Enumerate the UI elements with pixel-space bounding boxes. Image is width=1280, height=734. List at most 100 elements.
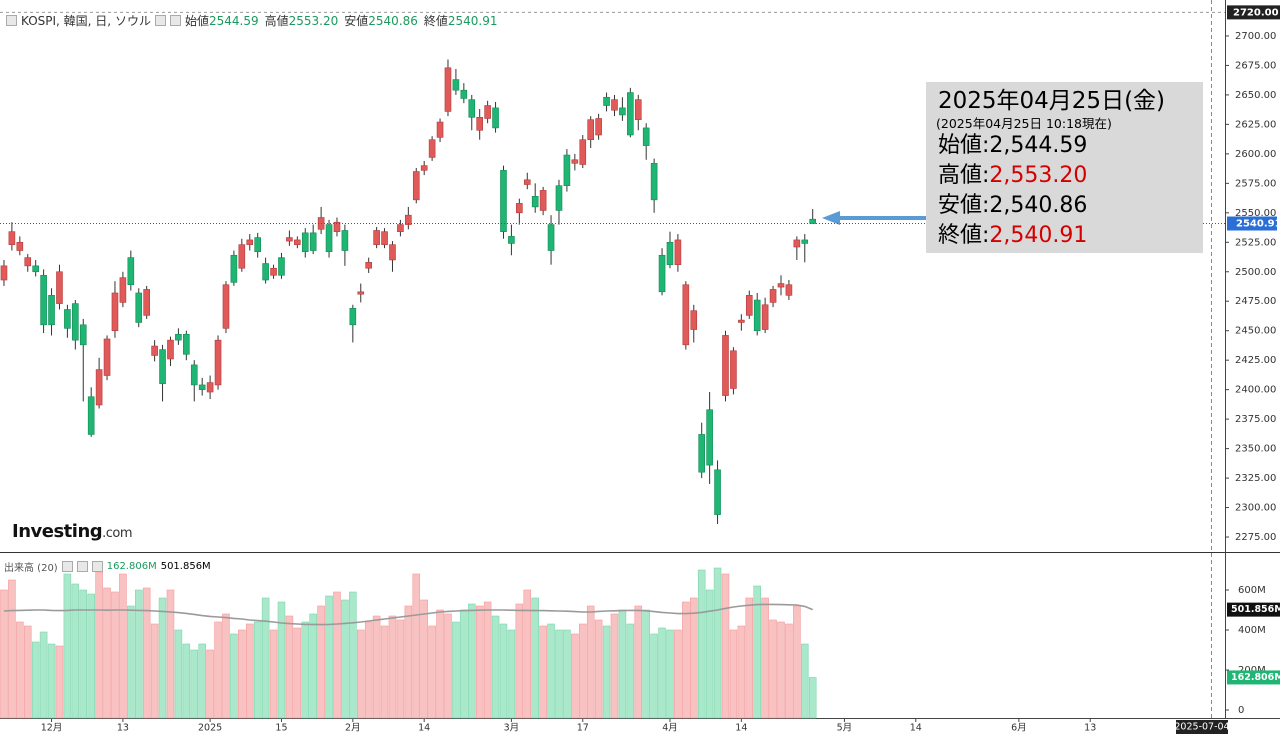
candle-body: [452, 79, 460, 91]
hide-icon[interactable]: [169, 15, 181, 26]
candle-body: [730, 350, 737, 389]
y-tick-label: 2575.00: [1235, 178, 1276, 189]
stat-label: 終値: [423, 14, 448, 28]
candle-body: [135, 292, 143, 323]
x-tick-label: 5月: [837, 723, 853, 734]
candle-body: [793, 239, 801, 248]
volume-bar: [341, 599, 349, 719]
high-marker-label: 2720.00: [1233, 7, 1279, 18]
y-tick-label: 2700.00: [1235, 31, 1276, 42]
volume-bar: [523, 589, 532, 719]
volume-bar: [705, 589, 714, 719]
volume-bar: [682, 601, 690, 719]
x-tick-label: 13: [1084, 723, 1096, 734]
stat-value: 2540.86: [368, 14, 418, 28]
stat-value: 2544.59: [208, 14, 259, 28]
candle-body: [365, 262, 372, 269]
volume-tick-label: 400M: [1238, 625, 1266, 636]
volume-last-label: 162.806M: [1231, 672, 1280, 683]
candle-body: [571, 159, 579, 164]
info-value: 2,540.91: [989, 223, 1088, 248]
volume-tick-label: 0: [1238, 705, 1244, 716]
volume-bar: [142, 587, 151, 719]
volume-bar: [63, 573, 72, 719]
y-tick-label: 2550.00: [1235, 208, 1276, 219]
x-tick-label: 14: [418, 723, 430, 734]
candle-body: [72, 303, 79, 341]
volume-bar: [666, 629, 674, 719]
volume-bar: [602, 625, 611, 719]
stat: 安値2540.86: [344, 12, 418, 29]
candle-body: [24, 257, 32, 267]
volume-bar: [166, 589, 175, 719]
candle-body: [508, 236, 515, 244]
info-label: 始値:: [938, 133, 990, 158]
candle-body: [278, 257, 285, 276]
volume-bar: [618, 609, 627, 719]
candle-body: [460, 89, 468, 99]
volume-bar: [444, 613, 452, 719]
candle-body: [119, 277, 127, 303]
ma-line: [3, 603, 814, 626]
volume-bar: [198, 643, 206, 719]
volume-bar: [230, 633, 238, 719]
last-price-label: 2540.91: [1236, 219, 1280, 230]
candle-body: [777, 283, 785, 288]
volume-bar: [452, 621, 460, 719]
y-tick-label: 2300.00: [1235, 503, 1276, 514]
volume-bar: [301, 621, 310, 719]
candle-body: [262, 263, 269, 281]
candle-body: [420, 165, 428, 171]
info-row: 始値:2,544.59: [938, 131, 1191, 161]
volume-bar: [690, 597, 698, 719]
settings-icon[interactable]: [61, 561, 73, 572]
volume-bar: [277, 601, 286, 719]
volume-bar: [460, 609, 468, 719]
candle-body: [95, 369, 103, 406]
candle-body: [333, 221, 341, 232]
volume-bar: [579, 623, 587, 719]
x-tick-label: 12月: [41, 723, 63, 734]
volume-bar: [658, 627, 666, 719]
close-icon[interactable]: [91, 561, 103, 572]
candle-body: [79, 324, 87, 346]
y-tick-label: 2375.00: [1235, 414, 1276, 425]
volume-bar: [222, 613, 230, 719]
settings-icon[interactable]: [154, 15, 166, 26]
volume-bar: [269, 629, 278, 719]
candle-body: [56, 271, 63, 304]
volume-bar: [555, 629, 563, 719]
volume-bar: [785, 623, 793, 719]
candle-body: [753, 299, 761, 332]
volume-bar: [333, 591, 341, 719]
collapse-icon[interactable]: [6, 15, 17, 26]
y-tick-label: 2325.00: [1235, 473, 1276, 484]
candle-body: [547, 224, 555, 251]
candle-body: [167, 339, 174, 360]
volume-bar: [309, 613, 317, 719]
volume-bar: [349, 591, 357, 719]
candle-body: [127, 257, 135, 286]
candle-body: [611, 99, 618, 111]
volume-bar: [190, 649, 199, 719]
info-note: (2025年04月25日 10:18現在): [936, 116, 1112, 131]
hide-icon[interactable]: [76, 561, 88, 572]
x-tick-label: 17: [577, 723, 589, 734]
info-date: 2025年04月25日(金): [938, 88, 1166, 114]
y-tick-label: 2675.00: [1235, 60, 1276, 71]
volume-bar: [158, 597, 167, 719]
volume-average: 501.856M: [160, 561, 211, 572]
volume-bar: [539, 625, 547, 719]
candle-body: [444, 67, 452, 112]
candle-body: [230, 254, 238, 283]
candle-body: [650, 162, 658, 201]
candle-body: [642, 127, 650, 146]
x-tick-label: 2月: [345, 723, 361, 734]
info-label: 安値:: [938, 193, 990, 218]
watermark-brand: Investing: [12, 521, 103, 542]
volume-bar: [356, 629, 365, 719]
volume-bar: [23, 625, 32, 719]
y-tick-label: 2650.00: [1235, 90, 1276, 101]
volume-bar: [372, 615, 381, 719]
candle-body: [666, 241, 674, 265]
